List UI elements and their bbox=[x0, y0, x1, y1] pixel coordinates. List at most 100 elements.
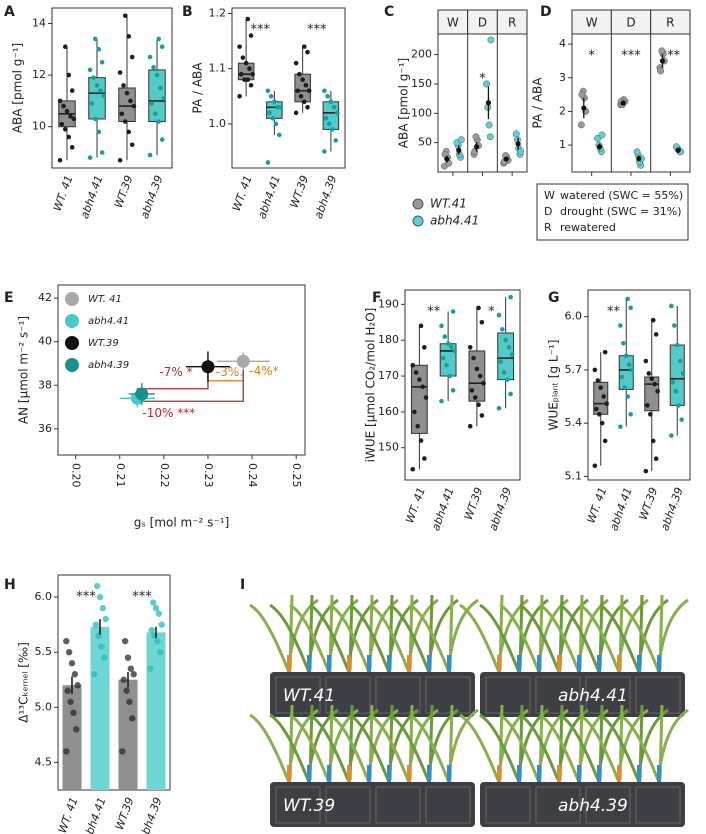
data-point bbox=[87, 67, 93, 73]
data-point bbox=[124, 654, 132, 661]
x-tick-label: WT. 41 bbox=[51, 174, 76, 213]
data-point bbox=[501, 370, 507, 375]
x-tick-label: abh4.41 bbox=[429, 486, 457, 533]
legend-swatch bbox=[65, 358, 79, 372]
y-tick-label: 12 bbox=[32, 68, 46, 81]
data-point bbox=[158, 621, 165, 628]
data-point bbox=[248, 82, 254, 88]
y-axis-label: ABA [pmol g⁻¹] bbox=[11, 43, 25, 133]
data-point bbox=[158, 85, 163, 91]
group-label: WT.39 bbox=[283, 796, 335, 816]
data-point bbox=[472, 133, 480, 141]
pot bbox=[485, 676, 531, 714]
data-point bbox=[124, 90, 130, 96]
data-point bbox=[650, 438, 656, 444]
data-point bbox=[148, 626, 155, 634]
plot-frame bbox=[51, 7, 173, 169]
significance: *** bbox=[132, 590, 152, 605]
data-point bbox=[57, 157, 63, 163]
y-tick-label: 4 bbox=[559, 37, 566, 50]
x-tick-label: WT.39 bbox=[637, 486, 661, 522]
data-point bbox=[450, 388, 456, 393]
data-point bbox=[96, 46, 102, 52]
data-point bbox=[92, 621, 99, 628]
x-tick-label: abh4.39 bbox=[137, 796, 165, 834]
panel-letter: E bbox=[4, 290, 14, 306]
y-tick-label: 14 bbox=[32, 16, 46, 29]
data-point bbox=[305, 105, 310, 110]
x-tick-label: abh4.41 bbox=[255, 174, 283, 221]
label-stick bbox=[407, 765, 411, 790]
data-point bbox=[67, 698, 74, 705]
data-point bbox=[418, 438, 424, 443]
facet-header bbox=[437, 9, 469, 35]
panel-letter: I bbox=[240, 577, 245, 593]
data-point bbox=[71, 116, 77, 122]
label-stick bbox=[537, 765, 541, 790]
x-tick-label: WT. 41 bbox=[230, 174, 255, 213]
mean-point bbox=[473, 144, 480, 150]
tray bbox=[270, 672, 475, 717]
y-tick-label: 1.1 bbox=[209, 62, 227, 75]
label-stick bbox=[427, 655, 431, 680]
plot-frame bbox=[437, 33, 528, 173]
label-stick bbox=[307, 655, 311, 680]
label-stick bbox=[537, 655, 541, 680]
y-tick-label: 3 bbox=[559, 71, 566, 84]
data-point bbox=[247, 66, 252, 71]
data-point bbox=[121, 83, 126, 88]
pot bbox=[535, 676, 581, 714]
label-stick bbox=[327, 765, 331, 790]
label-stick bbox=[617, 655, 621, 680]
data-point bbox=[131, 103, 137, 109]
data-point bbox=[275, 105, 280, 110]
label-stick bbox=[287, 655, 291, 680]
data-point bbox=[159, 44, 165, 50]
pot bbox=[585, 786, 631, 824]
legend-label: abh4.39 bbox=[88, 360, 129, 371]
data-point bbox=[117, 70, 123, 75]
pot bbox=[325, 676, 371, 714]
data-point bbox=[322, 88, 327, 94]
data-point bbox=[602, 349, 608, 355]
data-point bbox=[413, 370, 419, 375]
data-point bbox=[102, 615, 109, 623]
mean-point bbox=[503, 156, 509, 162]
data-point bbox=[628, 411, 633, 417]
mean-point bbox=[659, 58, 666, 64]
significance: * bbox=[488, 305, 495, 320]
data-point bbox=[242, 77, 247, 83]
data-point bbox=[303, 82, 309, 88]
tray bbox=[480, 782, 685, 827]
data-point bbox=[680, 371, 686, 376]
y-tick-label: 6.0 bbox=[35, 590, 53, 603]
y-tick-label: 1 bbox=[559, 138, 566, 151]
label-stick bbox=[367, 765, 371, 790]
data-point bbox=[243, 60, 249, 66]
pot bbox=[425, 676, 471, 714]
label-stick bbox=[657, 765, 661, 790]
y-tick-label: 36 bbox=[38, 422, 52, 435]
data-point bbox=[602, 438, 608, 444]
label-stick bbox=[307, 765, 311, 790]
legend-label: WT.39 bbox=[88, 338, 119, 349]
pot bbox=[275, 676, 321, 714]
data-point bbox=[119, 111, 125, 117]
data-point bbox=[596, 411, 602, 417]
data-point bbox=[487, 36, 495, 44]
data-point bbox=[657, 67, 665, 75]
data-point bbox=[154, 637, 161, 645]
mean-point bbox=[675, 147, 681, 153]
x-tick-label: WT.39 bbox=[112, 174, 136, 210]
data-point bbox=[98, 643, 105, 650]
data-point bbox=[623, 353, 629, 359]
annotation: -3%. bbox=[216, 365, 243, 379]
label-stick bbox=[387, 655, 391, 680]
mean-point bbox=[596, 144, 603, 150]
data-point bbox=[496, 406, 502, 411]
data-point bbox=[679, 417, 684, 422]
legend-label: abh4.41 bbox=[88, 316, 129, 327]
group-label: abh4.39 bbox=[558, 796, 628, 816]
y-tick-label: 170 bbox=[378, 369, 399, 382]
